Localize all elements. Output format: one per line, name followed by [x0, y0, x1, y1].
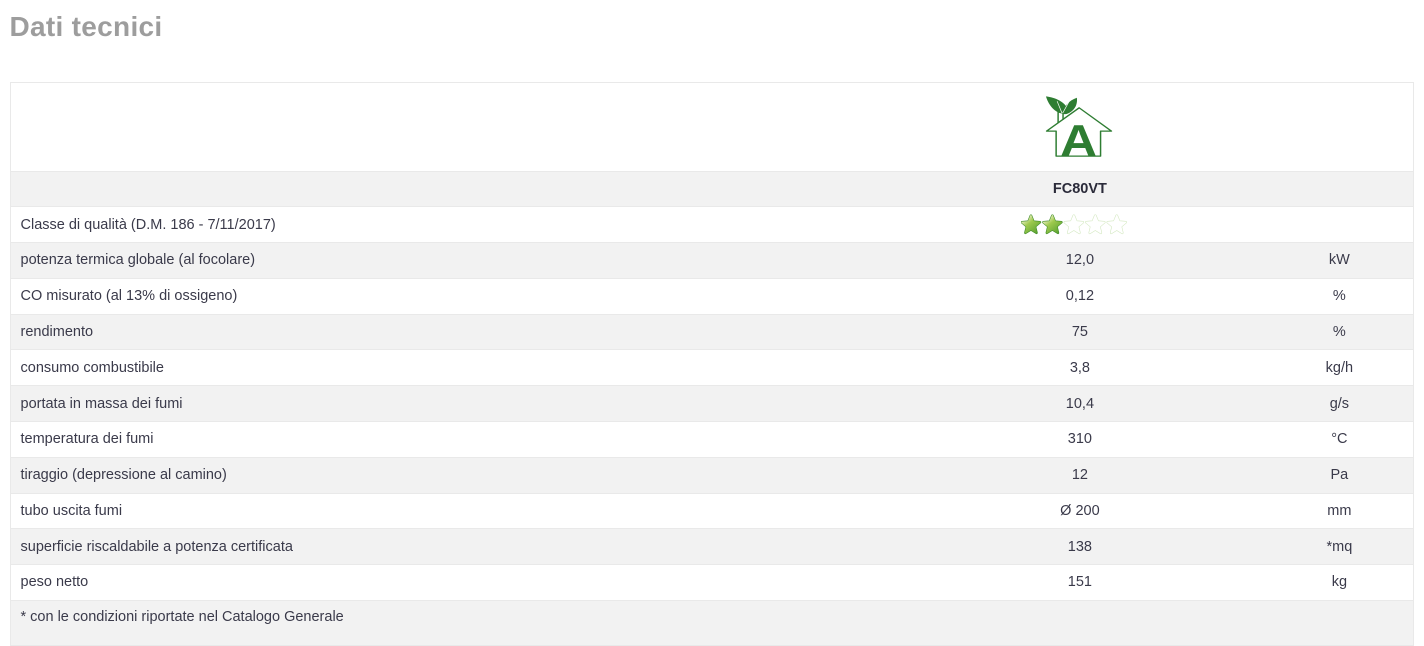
- svg-text:A: A: [1060, 117, 1097, 161]
